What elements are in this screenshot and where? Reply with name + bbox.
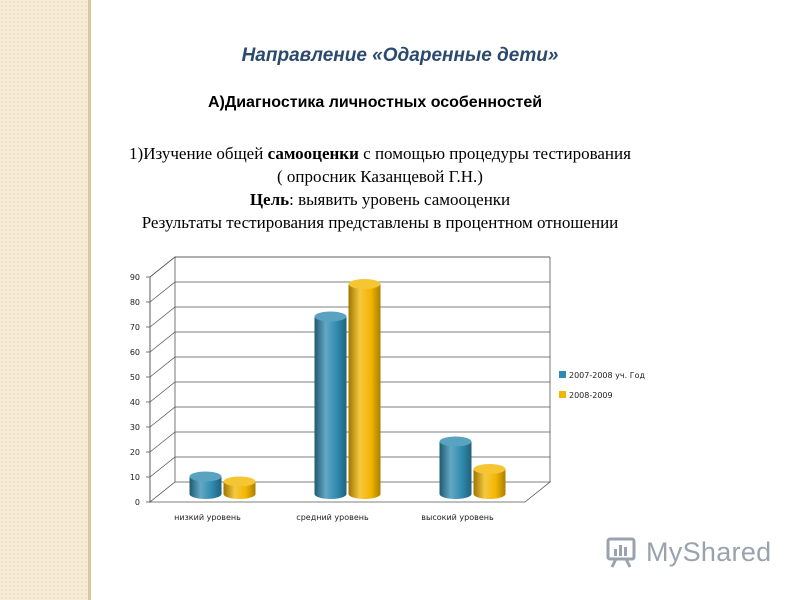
- watermark-text: MyShared: [646, 536, 772, 567]
- bar: [473, 464, 506, 499]
- bar-body: [348, 284, 381, 499]
- bar-body: [223, 481, 256, 499]
- bar: [223, 476, 256, 499]
- gridline: [149, 356, 550, 378]
- y-tick-label: 30: [130, 423, 140, 432]
- legend-label: 2008-2009: [569, 391, 613, 400]
- bar: [314, 311, 347, 499]
- bar-body: [189, 476, 222, 499]
- study-line-post: с помощью процедуры тестирования: [358, 144, 631, 163]
- y-tick-label: 60: [130, 348, 140, 357]
- goal-line: Цель: выявить уровень самооценки: [60, 189, 700, 211]
- x-tick-label: средний уровень: [296, 513, 369, 522]
- bar-chart: 0 10 20 30 40 50 60 70 80 90 низкий уровень средний…: [105, 250, 665, 545]
- slide-subheading: А)Диагностика личностных особенностей: [207, 94, 543, 111]
- chart-svg: 0 10 20 30 40 50 60 70 80 90 низкий уровень средний…: [130, 256, 645, 522]
- legend-swatch: [559, 371, 566, 378]
- gridline: [149, 331, 550, 353]
- bar-top: [439, 436, 472, 447]
- side-wall: [149, 256, 176, 503]
- goal-text: : выявить уровень самооценки: [289, 190, 511, 209]
- bar-body: [439, 441, 472, 499]
- legend-swatch: [559, 391, 566, 398]
- y-tick-label: 90: [130, 273, 140, 282]
- myshared-logo-icon: [606, 537, 636, 568]
- gridline: [149, 306, 550, 328]
- legend-label: 2007-2008 уч. Год: [569, 371, 645, 380]
- slide-heading: Направление «Одаренные дети»: [241, 45, 559, 66]
- bar-top: [473, 464, 506, 474]
- bar-top: [348, 279, 381, 289]
- x-tick-label: высокий уровень: [421, 513, 494, 522]
- y-tick-label: 20: [130, 448, 140, 457]
- study-line-pre: 1)Изучение общей: [129, 144, 268, 163]
- results-line: Результаты тестирования представлены в п…: [141, 213, 619, 232]
- gridline: [149, 406, 550, 428]
- y-tick-label: 40: [130, 398, 140, 407]
- bar-body: [473, 469, 506, 499]
- y-tick-label: 10: [130, 473, 140, 482]
- bar: [189, 471, 222, 499]
- gridline: [149, 381, 550, 403]
- bar-body: [314, 316, 347, 499]
- gridline: [149, 431, 550, 453]
- study-line: 1)Изучение общей самооценки с помощью пр…: [60, 143, 700, 165]
- y-tick-label: 50: [130, 373, 140, 382]
- bar: [439, 436, 472, 499]
- left-decorative-strip: [0, 0, 91, 600]
- x-tick-label: низкий уровень: [174, 513, 241, 522]
- gridline: [149, 256, 550, 278]
- gridline: [149, 281, 550, 303]
- goal-label: Цель: [249, 190, 290, 209]
- bar-top: [189, 471, 222, 482]
- gridline: [149, 456, 550, 478]
- bar: [348, 279, 381, 499]
- study-line-bold: самооценки: [267, 144, 359, 163]
- y-tick-label: 80: [130, 298, 140, 307]
- y-tick-label: 70: [130, 323, 140, 332]
- watermark: MyShared: [606, 535, 771, 569]
- questionnaire-line: ( опросник Казанцевой Г.Н.): [277, 167, 483, 186]
- bar-top: [314, 311, 347, 322]
- bar-top: [223, 476, 256, 487]
- y-tick-label: 0: [135, 498, 140, 507]
